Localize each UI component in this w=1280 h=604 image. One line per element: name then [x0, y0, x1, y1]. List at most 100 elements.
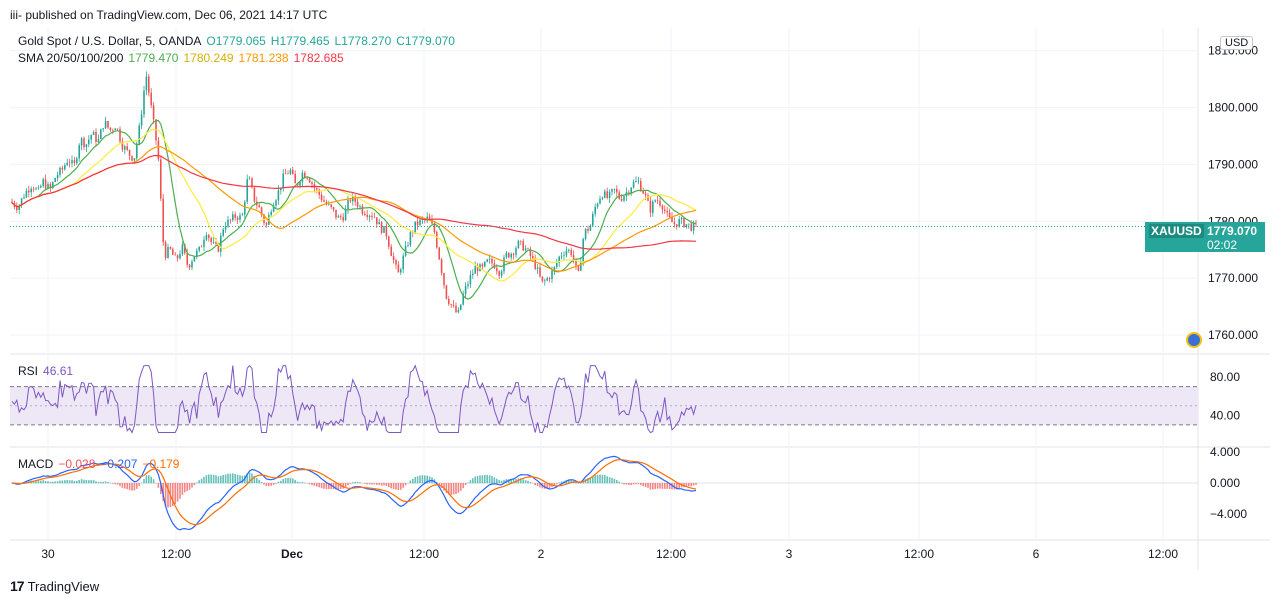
macd-hist-bar — [577, 483, 580, 484]
candle-body — [565, 250, 568, 256]
candle-body — [500, 271, 503, 276]
macd-hist-bar — [68, 480, 71, 484]
candle-body — [652, 201, 654, 213]
macd-hist-bar — [239, 475, 241, 484]
candle-body — [246, 179, 248, 202]
macd-hist-bar — [390, 483, 392, 489]
currency-button[interactable]: USD — [1220, 36, 1254, 50]
candle-body — [680, 217, 683, 220]
macd-hist-bar — [366, 483, 368, 485]
macd-hist-bar — [241, 475, 244, 484]
rsi-label: RSI — [18, 364, 39, 378]
x-tick-label: 12:00 — [1148, 547, 1178, 561]
candle-body — [488, 258, 491, 260]
candle-body — [49, 184, 52, 189]
macd-hist-bar — [313, 483, 316, 486]
footer-brand: TradingView — [27, 578, 100, 594]
candle-body — [61, 167, 64, 170]
macd-hist-bar — [467, 482, 469, 484]
macd-hist-bar — [582, 481, 584, 484]
candle-body — [623, 196, 625, 201]
candle-body — [366, 214, 368, 217]
macd-hist-bar — [90, 480, 92, 484]
macd-hist-bar — [635, 483, 637, 485]
symbol-legend: Gold Spot / U.S. Dollar, 5, OANDA O1779.0… — [18, 34, 460, 48]
macd-hist-bar — [193, 483, 196, 486]
candle-body — [659, 200, 661, 206]
candle-body — [460, 304, 462, 310]
rsi-legend: RSI 46.61 — [18, 364, 78, 378]
candle-body — [685, 224, 688, 228]
candle-body — [637, 181, 640, 182]
macd-hist-bar — [136, 483, 138, 489]
price-badge: XAUUSD 1779.070 02:02 — [1145, 222, 1265, 252]
macd-hist-bar — [347, 483, 349, 486]
candle-body — [54, 178, 56, 182]
macd-hist-bar — [630, 483, 632, 485]
macd-hist-bar — [443, 483, 445, 491]
candle-body — [224, 226, 227, 230]
candle-body — [575, 259, 577, 266]
macd-hist-bar — [685, 483, 688, 487]
candle-body — [548, 278, 551, 280]
macd-hist-bar — [524, 480, 527, 484]
macd-hist-bar — [59, 480, 61, 484]
macd-hist-bar — [181, 483, 184, 495]
macd-hist-bar — [568, 479, 570, 484]
candle-body — [152, 105, 155, 120]
rsi-value: 46.61 — [43, 364, 74, 378]
x-tick-label: 30 — [41, 547, 55, 561]
candle-body — [179, 254, 181, 259]
macd-hist-bar — [380, 483, 383, 486]
macd-hist-bar — [688, 483, 690, 487]
candle-body — [481, 264, 484, 267]
candle-body — [289, 170, 292, 174]
candle-body — [169, 247, 172, 249]
candle-body — [371, 215, 373, 217]
candle-body — [671, 217, 673, 223]
sma-label: SMA 20/50/100/200 — [18, 51, 124, 65]
candle-body — [520, 240, 522, 242]
candle-body — [323, 200, 325, 202]
macd-hist-bar — [402, 483, 404, 488]
x-tick-label: 12:00 — [904, 547, 934, 561]
symbol-title: Gold Spot / U.S. Dollar, 5, OANDA — [18, 34, 202, 48]
candle-body — [611, 189, 613, 192]
macd-hist-bar — [162, 483, 164, 502]
candle-body — [342, 217, 344, 221]
macd-hist-bar — [203, 476, 205, 484]
macd-hist-bar — [661, 483, 664, 489]
candle-body — [90, 134, 92, 140]
candle-body — [66, 162, 68, 166]
candle-body — [330, 204, 332, 208]
badge-symbol: XAUUSD — [1149, 224, 1204, 238]
candle-body — [56, 175, 59, 179]
macd-hist-bar — [61, 480, 64, 484]
macd-hist-bar — [282, 479, 284, 484]
candle-body — [138, 125, 140, 144]
candle-body — [364, 213, 366, 215]
macd-hist-bar — [392, 483, 395, 490]
x-tick-label: Dec — [281, 547, 303, 561]
candle-body — [253, 187, 256, 202]
us-flag-icon[interactable] — [1186, 332, 1202, 348]
macd-hist-bar — [594, 475, 596, 484]
macd-hist-bar — [138, 483, 140, 486]
macd-hist-bar — [263, 483, 265, 485]
macd-hist-bar — [476, 476, 479, 484]
macd-hist-bar — [54, 481, 56, 484]
macd-hist-bar — [640, 483, 642, 486]
footer: 17 TradingView — [10, 578, 99, 594]
candle-body — [395, 260, 397, 265]
candle-body — [476, 266, 479, 272]
macd-hist-bar — [368, 483, 371, 485]
macd-hist-bar — [107, 481, 109, 484]
macd-hist-bar — [611, 477, 613, 484]
candle-body — [299, 181, 301, 186]
candle-body — [167, 247, 169, 258]
macd-hist-bar — [678, 483, 680, 489]
macd-hist-bar — [167, 483, 169, 508]
macd-hist-bar — [328, 483, 330, 490]
macd-hist-bar — [102, 481, 104, 484]
